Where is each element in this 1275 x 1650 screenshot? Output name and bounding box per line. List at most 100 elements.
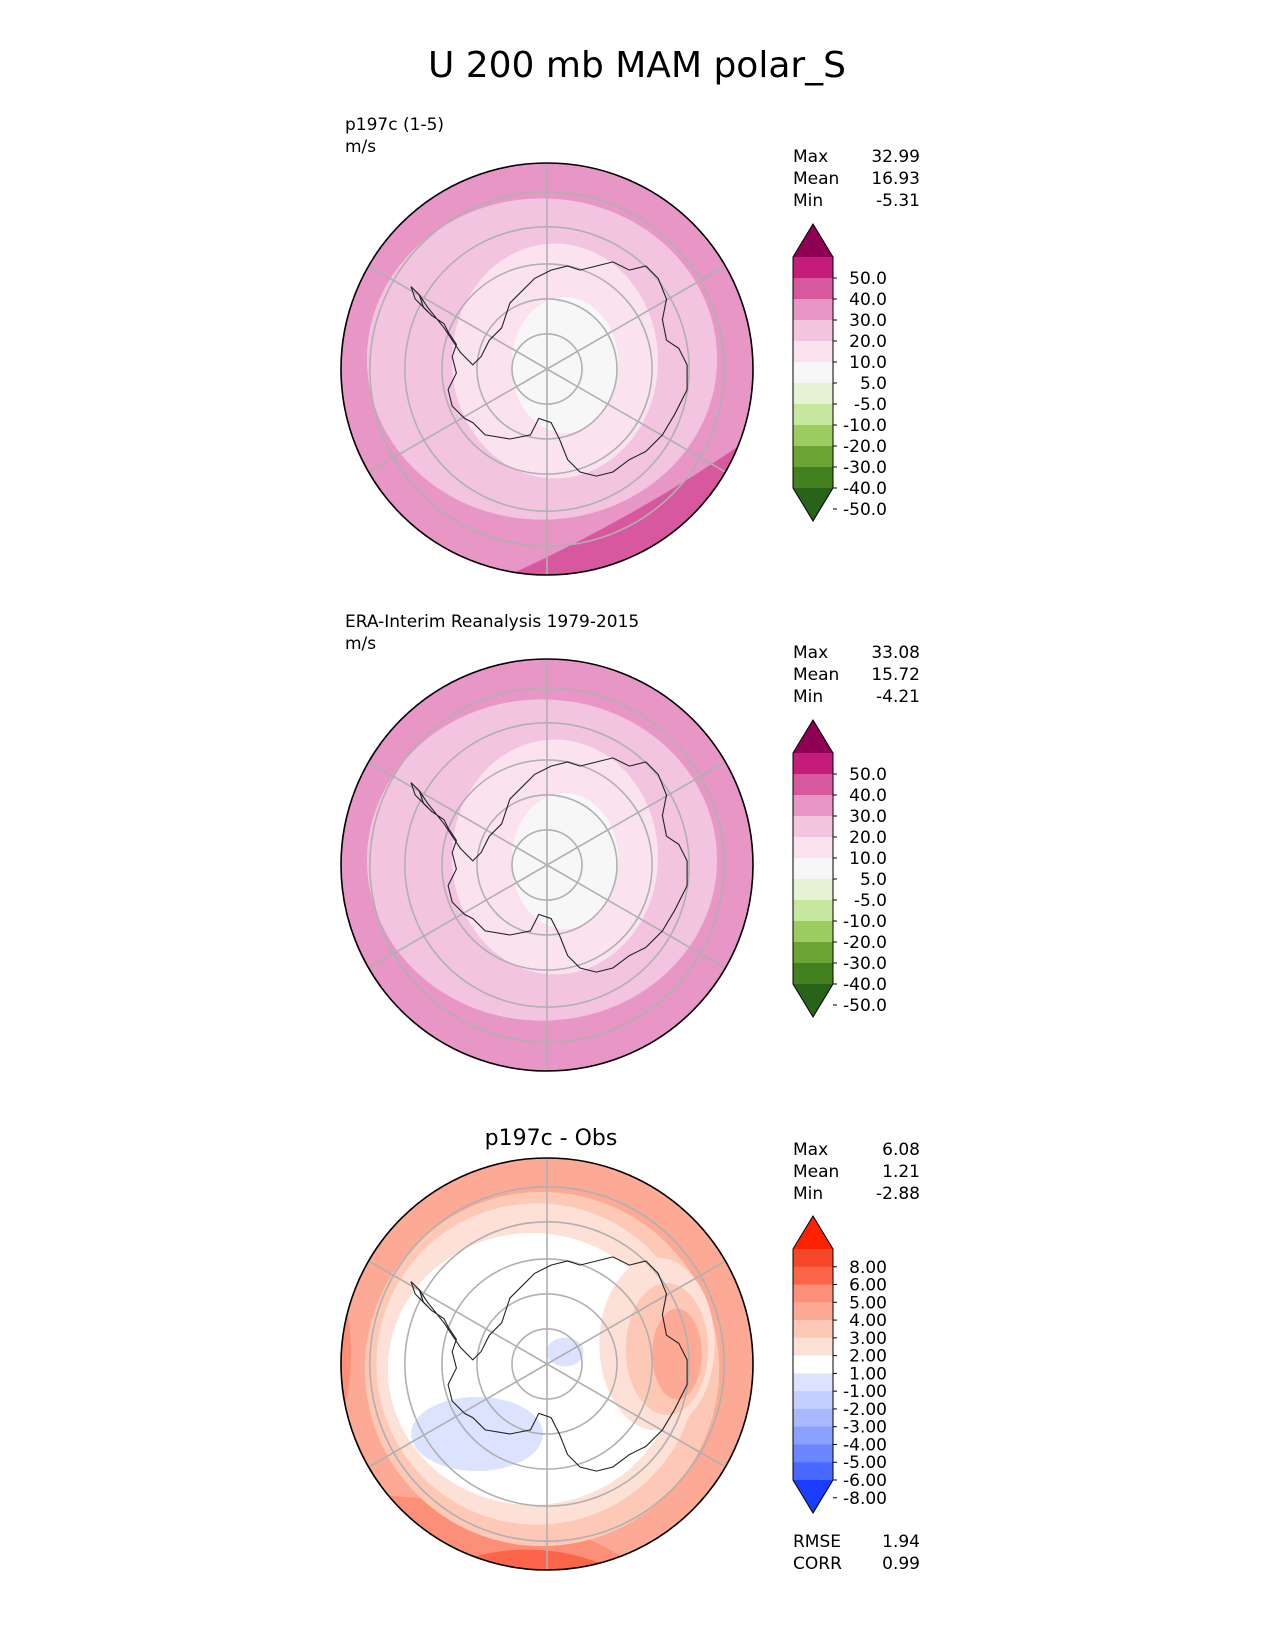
colorbar-extend-max (793, 224, 833, 257)
colorbar-tick-label: 50.0 (849, 765, 887, 785)
colorbar-segment (793, 774, 833, 796)
colorbar-tick-label: -5.0 (854, 891, 887, 911)
contour-neg2-neg1 (546, 1337, 584, 1367)
colorbar-tick-label: 5.0 (860, 870, 887, 890)
contour-neg5-5 (511, 793, 619, 929)
colorbar-segment (793, 446, 833, 468)
stat-label: Min (793, 687, 823, 707)
panel-units: m/s (345, 137, 376, 157)
colorbar-segment (793, 795, 833, 817)
colorbar-tick-label: -30.0 (843, 458, 887, 478)
metric-label: RMSE (793, 1532, 841, 1552)
colorbar-tick-label: 20.0 (849, 332, 887, 352)
colorbar-segment (793, 816, 833, 838)
contour-neg2-neg1 (411, 1396, 543, 1472)
stat-label: Mean (793, 665, 839, 685)
stats-block: Max 32.99 Mean 16.93 Min -5.31 (793, 147, 920, 211)
meridian-line (368, 761, 548, 866)
colorbar-segment (793, 425, 833, 447)
colorbar-tick-label: 8.00 (849, 1258, 887, 1278)
meridian-line (368, 265, 548, 370)
colorbar-segment (793, 1249, 833, 1268)
panel-title: ERA-Interim Reanalysis 1979-2015 (345, 612, 639, 632)
colorbar-tick-label: -2.00 (843, 1400, 887, 1420)
colorbar-tick-label: 10.0 (849, 353, 887, 373)
colorbar-tick-label: -5.00 (843, 1453, 887, 1473)
colorbar-segment (793, 299, 833, 321)
colorbar-tick-label: -10.0 (843, 416, 887, 436)
stat-label: Max (793, 643, 828, 663)
colorbar-segment (793, 921, 833, 943)
stat-value: 16.93 (871, 169, 920, 189)
antarctica-coastline (418, 1256, 688, 1472)
meridian-line (368, 864, 548, 969)
stat-label: Min (793, 191, 823, 211)
colorbar-tick-label: 6.00 (849, 1276, 887, 1296)
metric-value: 0.99 (882, 1554, 920, 1574)
colorbar-tick-label: -5.0 (854, 395, 887, 415)
colorbar-segment (793, 963, 833, 985)
stat-label: Max (793, 147, 828, 167)
peninsula-coastline (410, 1281, 428, 1307)
colorbar-tick-label: 20.0 (849, 828, 887, 848)
colorbar-tick-label: -50.0 (843, 500, 887, 520)
colorbar-tick-label: 30.0 (849, 807, 887, 827)
colorbar-tick-label: 10.0 (849, 849, 887, 869)
colorbar: 50.040.030.020.010.05.0-5.0-10.0-20.0-30… (792, 719, 887, 1018)
colorbar-segment (793, 1444, 833, 1463)
colorbar-tick-label: -20.0 (843, 437, 887, 457)
panel-title: p197c (1-5) (345, 115, 444, 135)
stat-value: -2.88 (876, 1184, 920, 1204)
colorbar-segment (793, 362, 833, 384)
contour-4-5 (341, 1244, 351, 1444)
stat-value: 33.08 (871, 643, 920, 663)
panel-1: p197c (1-5)m/s Max 32.99 Mean 16.93 Min -5.31 5… (340, 115, 920, 576)
colorbar-segment (793, 942, 833, 964)
colorbar: 8.006.005.004.003.002.001.00-1.00-2.00-3… (792, 1215, 887, 1514)
stat-label: Mean (793, 169, 839, 189)
colorbar-extend-min (793, 984, 833, 1017)
peninsula-coastline (410, 782, 428, 808)
stat-value: -5.31 (876, 191, 920, 211)
colorbar-tick-label: -8.00 (843, 1489, 887, 1509)
colorbar-segment (793, 467, 833, 489)
colorbar-extend-min (793, 1480, 833, 1513)
colorbar-segment (793, 404, 833, 426)
panel-3: p197c - Obs Max 6.08 Mean 1.21 Min -2.88 RMSE 1.… (340, 1126, 920, 1574)
colorbar-tick-label: -3.00 (843, 1418, 887, 1438)
map-boundary (340, 162, 754, 576)
colorbar-segment (793, 257, 833, 279)
meridian-line (368, 1363, 548, 1468)
colorbar-tick-label: -30.0 (843, 954, 887, 974)
stat-label: Min (793, 1184, 823, 1204)
colorbar-segment (793, 383, 833, 405)
map-boundary (340, 658, 754, 1072)
colorbar-tick-label: -6.00 (843, 1471, 887, 1491)
colorbar-segment (793, 341, 833, 363)
colorbar-segment (793, 1320, 833, 1339)
panel-title: p197c - Obs (485, 1126, 618, 1151)
colorbar-segment (793, 1284, 833, 1303)
polar-map (340, 1157, 754, 1571)
colorbar-tick-label: 2.00 (849, 1347, 887, 1367)
colorbar-tick-label: -50.0 (843, 996, 887, 1016)
field-contours (341, 163, 753, 575)
colorbar-tick-label: -40.0 (843, 975, 887, 995)
figure-title: U 200 mb MAM polar_S (428, 45, 846, 86)
colorbar-segment (793, 858, 833, 880)
panel-units: m/s (345, 634, 376, 654)
colorbar-segment (793, 1426, 833, 1445)
antarctica-coastline (418, 261, 688, 477)
polar-map (340, 162, 754, 576)
stats-block: Max 6.08 Mean 1.21 Min -2.88 RMSE 1.94 CORR 0.99 (793, 1140, 920, 1574)
meridian-line (546, 368, 726, 473)
colorbar-tick-label: 5.00 (849, 1293, 887, 1313)
peninsula-coastline (410, 286, 428, 312)
stat-value: 15.72 (871, 665, 920, 685)
colorbar-segment (793, 1373, 833, 1392)
antarctica-coastline (418, 757, 688, 973)
stats-block: Max 33.08 Mean 15.72 Min -4.21 (793, 643, 920, 707)
stat-label: Max (793, 1140, 828, 1160)
colorbar-segment (793, 320, 833, 342)
